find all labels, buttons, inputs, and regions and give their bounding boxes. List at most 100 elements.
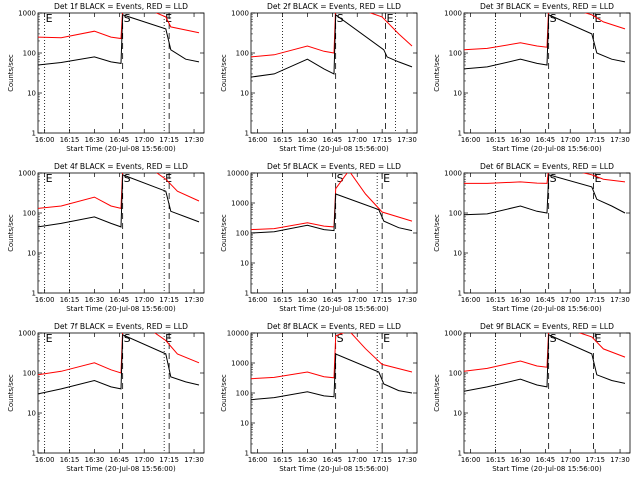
y-axis-label: Counts/sec (433, 374, 441, 412)
y-tick-label: 100 (449, 370, 462, 378)
chart-svg: Det 1f BLACK = Events, RED = LLD 1 10 100 10… (7, 2, 205, 153)
x-tick-label: 17:30 (397, 456, 417, 464)
event-marker-label: S (550, 172, 557, 185)
x-tick-label: 16:00 (461, 296, 481, 304)
x-axis-label: Start Time (20-Jul-08 15:56:00) (492, 465, 602, 473)
y-tick-label: 1 (245, 290, 249, 298)
x-tick-label: 16:45 (323, 136, 343, 144)
event-marker-label: E (46, 172, 53, 185)
x-tick-label: 17:15 (372, 296, 392, 304)
event-marker-label: S (550, 12, 557, 25)
y-tick-label: 1 (245, 130, 249, 138)
x-tick-label: 16:30 (85, 456, 105, 464)
y-tick-label: 100 (23, 370, 36, 378)
event-marker-label: E (383, 172, 390, 185)
chart-title: Det 5f BLACK = Events, RED = LLD (267, 162, 401, 171)
event-marker-label: E (165, 12, 172, 25)
plot-frame (250, 172, 418, 294)
y-tick-label: 10 (453, 250, 462, 258)
x-tick-label: 16:30 (85, 296, 105, 304)
chart-title: Det 1f BLACK = Events, RED = LLD (54, 2, 188, 11)
x-tick-label: 16:00 (461, 456, 481, 464)
y-axis-label: Counts/sec (220, 374, 228, 412)
x-tick-label: 16:15 (273, 296, 293, 304)
chart-title: Det 3f BLACK = Events, RED = LLD (480, 2, 614, 11)
chart-svg: Det 9f BLACK = Events, RED = LLD 1 10 100 10… (433, 322, 631, 473)
x-tick-label: 17:00 (347, 456, 367, 464)
chart-svg: Det 3f BLACK = Events, RED = LLD 1 10 100 10… (433, 2, 631, 153)
x-axis-label: Start Time (20-Jul-08 15:56:00) (66, 465, 176, 473)
chart-svg: Det 5f BLACK = Events, RED = LLD 1 10 100 10… (220, 162, 418, 313)
event-marker-label: S (550, 332, 557, 345)
y-tick-label: 1 (32, 290, 36, 298)
event-marker-label: E (165, 172, 172, 185)
event-marker-label: S (337, 172, 344, 185)
y-tick-label: 1 (458, 130, 462, 138)
y-tick-label: 10000 (227, 330, 249, 338)
detector-panel-5: Det 5f BLACK = Events, RED = LLD 1 10 100 10… (213, 160, 426, 320)
y-tick-label: 100 (236, 230, 249, 238)
y-axis-label: Counts/sec (220, 54, 228, 92)
event-marker-label: S (124, 172, 131, 185)
x-tick-label: 17:30 (397, 136, 417, 144)
y-tick-label: 10 (27, 250, 36, 258)
chart-svg: Det 8f BLACK = Events, RED = LLD 1 10 100 10… (220, 322, 418, 473)
chart-svg: Det 4f BLACK = Events, RED = LLD 1 10 100 10… (7, 162, 205, 313)
detector-panel-4: Det 4f BLACK = Events, RED = LLD 1 10 100 10… (0, 160, 213, 320)
detector-panel-6: Det 6f BLACK = Events, RED = LLD 1 10 100 10… (426, 160, 639, 320)
x-tick-label: 16:30 (511, 456, 531, 464)
chart-title: Det 9f BLACK = Events, RED = LLD (480, 322, 614, 331)
y-tick-label: 1 (245, 450, 249, 458)
y-tick-label: 1 (458, 450, 462, 458)
x-tick-label: 16:30 (298, 136, 318, 144)
detector-panel-7: Det 7f BLACK = Events, RED = LLD 1 10 100 10… (0, 320, 213, 480)
x-tick-label: 17:30 (184, 296, 204, 304)
series-line-events (38, 334, 200, 395)
y-tick-label: 10 (27, 90, 36, 98)
y-axis-label: Counts/sec (433, 54, 441, 92)
x-tick-label: 17:15 (159, 456, 179, 464)
x-tick-label: 16:30 (511, 296, 531, 304)
y-tick-label: 10 (453, 410, 462, 418)
y-tick-label: 10 (240, 260, 249, 268)
x-tick-label: 16:15 (273, 136, 293, 144)
x-tick-label: 17:00 (347, 296, 367, 304)
chart-svg: Det 7f BLACK = Events, RED = LLD 1 10 100 10… (7, 322, 205, 473)
series-line-events (251, 13, 413, 78)
x-tick-label: 16:15 (60, 456, 80, 464)
event-marker-label: E (594, 332, 601, 345)
y-tick-label: 1000 (18, 170, 36, 178)
x-tick-label: 16:45 (536, 136, 556, 144)
x-tick-label: 16:45 (110, 456, 130, 464)
detector-panel-9: Det 9f BLACK = Events, RED = LLD 1 10 100 10… (426, 320, 639, 480)
y-tick-label: 100 (449, 50, 462, 58)
chart-svg: Det 2f BLACK = Events, RED = LLD 1 10 100 10… (220, 2, 418, 153)
chart-svg: Det 6f BLACK = Events, RED = LLD 1 10 100 10… (433, 162, 631, 313)
x-tick-label: 16:15 (486, 296, 506, 304)
x-tick-label: 16:30 (85, 136, 105, 144)
chart-title: Det 4f BLACK = Events, RED = LLD (54, 162, 188, 171)
chart-title: Det 6f BLACK = Events, RED = LLD (480, 162, 614, 171)
chart-title: Det 7f BLACK = Events, RED = LLD (54, 322, 188, 331)
x-tick-label: 16:45 (323, 296, 343, 304)
chart-title: Det 2f BLACK = Events, RED = LLD (267, 2, 401, 11)
x-tick-label: 17:15 (585, 456, 605, 464)
x-axis-label: Start Time (20-Jul-08 15:56:00) (66, 305, 176, 313)
x-tick-label: 16:30 (511, 136, 531, 144)
detector-panel-8: Det 8f BLACK = Events, RED = LLD 1 10 100 10… (213, 320, 426, 480)
y-tick-label: 1000 (444, 330, 462, 338)
y-tick-label: 1000 (444, 10, 462, 18)
x-tick-label: 16:00 (35, 296, 55, 304)
y-tick-label: 1 (32, 130, 36, 138)
x-axis-label: Start Time (20-Jul-08 15:56:00) (279, 305, 389, 313)
y-tick-label: 1000 (231, 10, 249, 18)
x-tick-label: 17:15 (585, 296, 605, 304)
event-marker-label: S (337, 332, 344, 345)
x-tick-label: 16:15 (60, 136, 80, 144)
x-axis-label: Start Time (20-Jul-08 15:56:00) (279, 145, 389, 153)
x-axis-label: Start Time (20-Jul-08 15:56:00) (492, 145, 602, 153)
y-tick-label: 100 (236, 50, 249, 58)
detector-panel-2: Det 2f BLACK = Events, RED = LLD 1 10 100 10… (213, 0, 426, 160)
x-tick-label: 17:00 (134, 296, 154, 304)
event-marker-label: E (46, 12, 53, 25)
